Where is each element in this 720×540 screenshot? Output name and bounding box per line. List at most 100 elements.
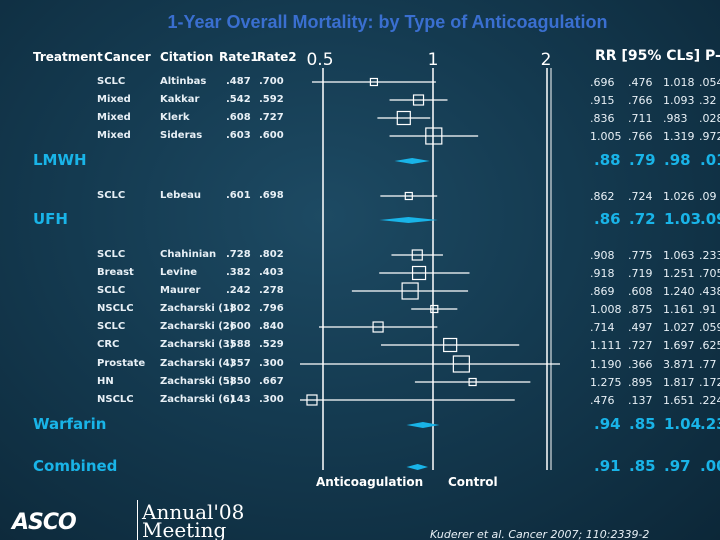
row-citation: Altinbas xyxy=(160,76,207,87)
row-rr: .918 xyxy=(590,267,615,280)
group-lcl: .79 xyxy=(629,151,656,169)
x-tick-label-1: 1 xyxy=(428,50,439,70)
point-estimate-3 xyxy=(425,127,443,145)
row-citation: Zacharski (2) xyxy=(160,321,235,332)
row-ucl: 1.817 xyxy=(663,376,695,389)
row-lcl: .895 xyxy=(628,376,653,389)
row-cancer: CRC xyxy=(97,339,120,350)
row-lcl: .719 xyxy=(628,267,653,280)
row-ucl: 1.026 xyxy=(663,190,695,203)
xlabel-anticoagulation: Anticoagulation xyxy=(316,475,424,489)
meeting-line1: Annual'08 xyxy=(142,500,245,524)
row-citation: Zacharski (6) xyxy=(160,394,235,405)
group-p: .01 xyxy=(700,151,720,169)
row-p: .91 xyxy=(699,303,717,316)
asco-logo: ASCO xyxy=(12,510,77,535)
row-rr: .836 xyxy=(590,112,615,125)
group-ucl: 1.03 xyxy=(664,210,702,228)
row-p: .625 xyxy=(699,339,720,352)
header-citation: Citation xyxy=(160,50,214,64)
row-p: .705 xyxy=(699,267,720,280)
row-rate2: .698 xyxy=(259,190,284,201)
row-cancer: NSCLC xyxy=(97,303,134,314)
row-citation: Lebeau xyxy=(160,190,201,201)
group-p: .09 xyxy=(700,210,720,228)
row-citation: Zacharski (5) xyxy=(160,376,235,387)
x-tick-label-2: 2 xyxy=(541,50,552,70)
row-p: .028 xyxy=(699,112,720,125)
group-label: Warfarin xyxy=(33,415,107,433)
row-citation: Chahinian xyxy=(160,249,217,260)
row-rate2: .403 xyxy=(259,267,284,278)
row-cancer: Mixed xyxy=(97,112,131,123)
row-rate2: .300 xyxy=(259,394,284,405)
row-cancer: SCLC xyxy=(97,249,126,260)
point-estimate-10 xyxy=(443,337,458,353)
row-ucl: 1.027 xyxy=(663,321,695,334)
row-p: .224 xyxy=(699,394,720,407)
row-rate2: .278 xyxy=(259,285,284,296)
row-ucl: 1.697 xyxy=(663,339,695,352)
row-rate1: .242 xyxy=(226,285,251,296)
group-ucl: .98 xyxy=(664,151,691,169)
group-rr: .88 xyxy=(594,151,621,169)
row-lcl: .775 xyxy=(628,249,653,262)
row-citation: Levine xyxy=(160,267,198,278)
row-rate1: .608 xyxy=(226,112,251,123)
summary-diamond-warfarin xyxy=(406,422,440,428)
row-ucl: 1.319 xyxy=(663,130,695,143)
point-estimate-5 xyxy=(411,249,423,261)
point-estimate-11 xyxy=(452,355,470,373)
row-rate1: .600 xyxy=(226,321,251,332)
point-estimate-8 xyxy=(430,304,439,314)
row-lcl: .366 xyxy=(628,358,653,371)
xlabel-control: Control xyxy=(448,475,498,489)
point-estimate-0 xyxy=(369,77,379,87)
header-rate2: Rate2 xyxy=(257,50,297,64)
row-p: .438 xyxy=(699,285,720,298)
row-p: .233 xyxy=(699,249,720,262)
row-citation: Maurer xyxy=(160,285,201,296)
row-rr: .908 xyxy=(590,249,615,262)
footer-divider xyxy=(137,500,138,540)
group-ucl: .97 xyxy=(664,457,691,475)
row-rr: 1.190 xyxy=(590,358,622,371)
row-rate1: .601 xyxy=(226,190,251,201)
row-rr: .714 xyxy=(590,321,615,334)
row-lcl: .137 xyxy=(628,394,653,407)
row-ucl: 1.240 xyxy=(663,285,695,298)
group-label: UFH xyxy=(33,210,68,228)
row-rate2: .727 xyxy=(259,112,284,123)
group-lcl: .85 xyxy=(629,457,656,475)
header-rr-ci: RR [95% CLs] P-V xyxy=(595,48,720,64)
group-p: .23 xyxy=(700,415,720,433)
point-estimate-6 xyxy=(411,265,427,281)
row-ucl: 1.651 xyxy=(663,394,695,407)
row-citation: Sideras xyxy=(160,130,203,141)
group-rr: .86 xyxy=(594,210,621,228)
row-rr: .696 xyxy=(590,76,615,89)
row-rate1: .357 xyxy=(226,358,251,369)
row-ucl: 1.018 xyxy=(663,76,695,89)
row-rr: .869 xyxy=(590,285,615,298)
row-ucl: 1.251 xyxy=(663,267,695,280)
point-estimate-7 xyxy=(401,282,419,300)
point-estimate-12 xyxy=(468,377,477,387)
row-lcl: .711 xyxy=(628,112,653,125)
summary-diamond-ufh xyxy=(379,217,438,223)
row-ucl: 1.063 xyxy=(663,249,695,262)
row-cancer: SCLC xyxy=(97,321,126,332)
header-rate1: Rate1 xyxy=(219,50,259,64)
row-rate2: .796 xyxy=(259,303,284,314)
row-rate2: .600 xyxy=(259,130,284,141)
row-rate1: .850 xyxy=(226,376,251,387)
row-citation: Zacharski (1) xyxy=(160,303,235,314)
meeting-line2: Meeting xyxy=(142,518,227,540)
group-lcl: .72 xyxy=(629,210,656,228)
source-citation: Kuderer et al. Cancer 2007; 110:2339-2 xyxy=(430,528,650,540)
row-cancer: Mixed xyxy=(97,94,131,105)
row-rr: 1.275 xyxy=(590,376,622,389)
row-rate1: .143 xyxy=(226,394,251,405)
row-ucl: 3.871 xyxy=(663,358,695,371)
